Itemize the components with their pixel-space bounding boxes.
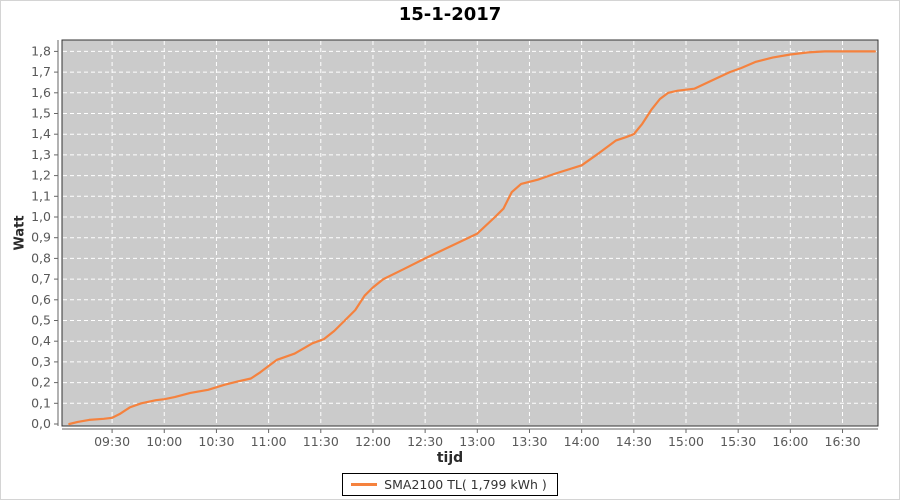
y-tick-label: 1,5 bbox=[31, 106, 51, 121]
x-tick-label: 10:30 bbox=[198, 434, 234, 449]
legend-line-swatch bbox=[351, 483, 378, 486]
y-tick-label: 0,0 bbox=[31, 416, 51, 431]
legend: SMA2100 TL( 1,799 kWh ) bbox=[0, 473, 900, 496]
x-tick-label: 15:30 bbox=[720, 434, 756, 449]
y-tick-label: 0,6 bbox=[31, 292, 51, 307]
y-tick-label: 1,7 bbox=[31, 64, 51, 79]
y-tick-label: 1,6 bbox=[31, 85, 51, 100]
x-tick-label: 14:30 bbox=[616, 434, 652, 449]
y-tick-label: 0,7 bbox=[31, 271, 51, 286]
x-tick-label: 12:00 bbox=[355, 434, 391, 449]
x-tick-label: 10:00 bbox=[146, 434, 182, 449]
x-tick-label: 14:00 bbox=[564, 434, 600, 449]
series-line bbox=[68, 50, 877, 426]
legend-box: SMA2100 TL( 1,799 kWh ) bbox=[342, 473, 558, 496]
y-tick-label: 0,3 bbox=[31, 354, 51, 369]
y-tick-label: 0,8 bbox=[31, 250, 51, 265]
y-tick-label: 1,1 bbox=[31, 188, 51, 203]
x-tick-label: 16:30 bbox=[825, 434, 861, 449]
y-tick-label: 0,5 bbox=[31, 313, 51, 328]
y-tick-label: 0,2 bbox=[31, 375, 51, 390]
plot-background bbox=[61, 39, 879, 427]
y-tick-label: 1,2 bbox=[31, 168, 51, 183]
legend-label: SMA2100 TL( 1,799 kWh ) bbox=[384, 477, 547, 492]
x-axis-title: tijd bbox=[436, 450, 464, 466]
x-tick-label: 15:00 bbox=[668, 434, 704, 449]
y-tick-label: 1,0 bbox=[31, 209, 51, 224]
x-tick-label: 09:30 bbox=[94, 434, 130, 449]
y-tick-label: 1,3 bbox=[31, 147, 51, 162]
x-tick-label: 11:30 bbox=[303, 434, 339, 449]
y-axis-title: Watt bbox=[12, 215, 28, 251]
y-tick-label: 1,8 bbox=[31, 43, 51, 58]
y-tick-label: 0,4 bbox=[31, 333, 51, 348]
x-tick-label: 13:00 bbox=[459, 434, 495, 449]
x-tick-label: 12:30 bbox=[407, 434, 443, 449]
y-tick-label: 0,9 bbox=[31, 230, 51, 245]
x-tick-label: 16:00 bbox=[772, 434, 808, 449]
x-tick-label: 13:30 bbox=[511, 434, 547, 449]
y-tick-label: 0,1 bbox=[31, 395, 51, 410]
chart-title: 15-1-2017 bbox=[398, 4, 502, 25]
x-tick-label: 11:00 bbox=[251, 434, 287, 449]
y-tick-label: 1,4 bbox=[31, 126, 51, 141]
